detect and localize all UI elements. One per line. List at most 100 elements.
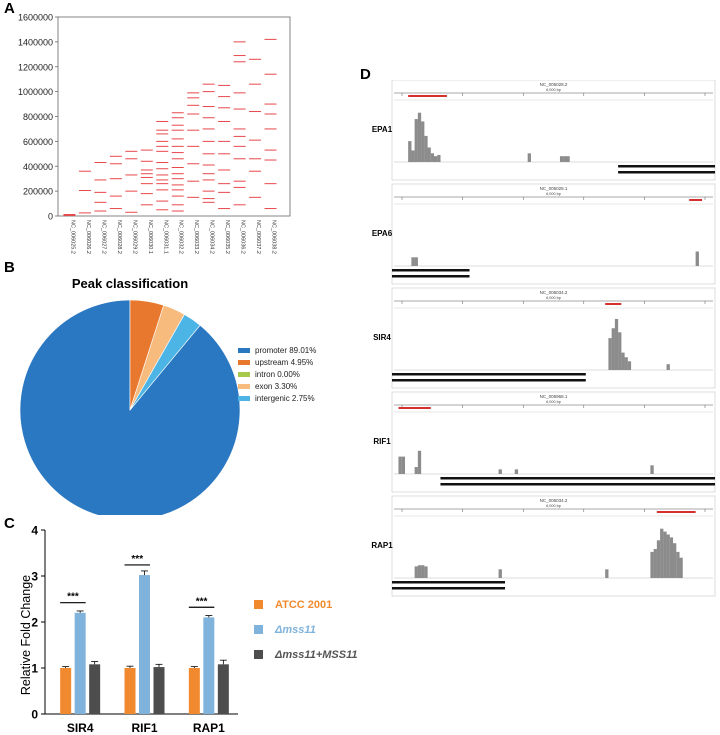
track-scale: 6,000 bp <box>546 88 561 92</box>
bar <box>74 612 86 714</box>
track-frame <box>391 391 716 493</box>
x-tick-label: NC_006032.2 <box>178 220 184 254</box>
x-tick-label: NC_006025.2 <box>69 220 75 254</box>
gene-feature <box>618 171 715 174</box>
coverage-bar <box>614 318 619 370</box>
legend-swatch <box>238 348 250 353</box>
y-tick-label: 800000 <box>23 112 53 122</box>
coverage-bar <box>673 543 677 578</box>
genome-track: NC_006034.26,000 bp RAP1 <box>371 495 716 597</box>
track-accession: NC_006034.2 <box>540 290 568 295</box>
coverage-bar <box>421 121 425 162</box>
bar <box>188 668 200 714</box>
plot-frame <box>57 16 291 217</box>
coverage-bar <box>559 156 564 162</box>
bar <box>89 664 101 714</box>
coverage-bar <box>430 153 435 162</box>
coverage-bar <box>421 565 425 578</box>
gene-feature <box>392 275 470 278</box>
region-marker <box>689 199 703 201</box>
legend-swatch <box>238 360 250 365</box>
track-accession: NC_006034.2 <box>540 498 568 503</box>
y-tick-label: 1600000 <box>18 13 53 23</box>
coverage-bar <box>411 257 415 266</box>
coverage-bar <box>666 534 670 578</box>
x-tick-label: NC_006034.2 <box>209 220 215 254</box>
coverage-bar <box>433 156 438 162</box>
bar <box>153 667 165 714</box>
coverage-bar <box>650 465 654 474</box>
y-tick-label: 1000000 <box>18 87 53 97</box>
gene-feature <box>392 373 586 376</box>
track-gene-name: SIR4 <box>373 333 391 342</box>
legend-swatch <box>238 396 250 401</box>
gene-feature <box>392 581 506 584</box>
significance-stars: *** <box>196 596 208 607</box>
coverage-bar <box>414 257 418 266</box>
coverage-bar <box>605 569 609 578</box>
coverage-bar <box>424 135 428 162</box>
coverage-bar <box>417 450 422 474</box>
legend-swatch <box>254 625 263 634</box>
track-gene-name: EPA1 <box>372 125 393 134</box>
x-tick-label: NC_006031.1 <box>162 220 168 254</box>
coverage-bar <box>695 251 699 266</box>
region-marker <box>398 407 431 409</box>
legend-label: upstream 4.95% <box>255 358 313 367</box>
gene-feature <box>618 165 715 168</box>
coverage-bar <box>669 537 674 578</box>
region-marker <box>408 95 447 97</box>
coverage-bar <box>663 531 667 578</box>
panel-letter-d: D <box>360 66 371 83</box>
x-tick-label: NC_006027.2 <box>100 220 106 254</box>
coverage-bar <box>417 565 422 578</box>
coverage-bar <box>437 155 441 162</box>
track-gene-name: EPA6 <box>372 229 393 238</box>
pie-slice <box>129 314 201 411</box>
region-marker <box>605 303 622 305</box>
gene-feature <box>440 477 715 480</box>
track-accession: NC_006028.1 <box>540 186 568 191</box>
gene-feature <box>440 483 715 486</box>
bar <box>60 668 72 714</box>
legend-label: Δmss11+MSS11 <box>274 649 358 661</box>
x-tick-label: NC_006035.2 <box>224 220 230 254</box>
pie-title: Peak classification <box>72 276 188 291</box>
category-label: RAP1 <box>193 721 225 735</box>
track-accession: NC_005968.1 <box>540 394 568 399</box>
coverage-bar <box>611 328 615 370</box>
bar <box>124 668 136 714</box>
coverage-bar <box>608 338 612 370</box>
x-tick-label: NC_006033.2 <box>193 220 199 254</box>
fold-change-bar-chart: Relative Fold Change 0 1 2 3 4 *** SIR4 *** RIF… <box>19 524 358 735</box>
coverage-bar <box>424 566 428 578</box>
y-tick-label: 1200000 <box>18 62 53 72</box>
genome-track: NC_005968.16,000 bp RIF1 <box>373 391 716 493</box>
bar <box>139 575 150 714</box>
panel-letter-c: C <box>4 515 15 532</box>
coverage-bar <box>414 467 418 474</box>
track-frame <box>391 287 716 389</box>
panel-letter-a: A <box>4 0 15 17</box>
genome-browser-tracks: NC_006028.26,000 bp EPA1 NC_006028.16,000 … <box>371 80 716 597</box>
coverage-bar <box>653 549 657 578</box>
coverage-bar <box>627 361 632 370</box>
y-axis-label: Relative Fold Change <box>19 575 33 695</box>
track-accession: NC_006028.2 <box>540 82 568 87</box>
genome-track: NC_006034.26,000 bp SIR4 <box>373 287 716 389</box>
genome-track: NC_006028.16,000 bp EPA6 <box>372 183 716 285</box>
coverage-bar <box>676 551 680 578</box>
coverage-bar <box>498 569 502 578</box>
coverage-bar <box>650 551 654 578</box>
panel-letter-b: B <box>4 259 15 276</box>
x-tick-label: NC_006036.2 <box>240 220 246 254</box>
coverage-bar <box>408 141 412 162</box>
coverage-bar <box>417 112 422 162</box>
category-label: RIF1 <box>131 721 157 735</box>
peak-position-chart: 0 200000 400000 600000 800000 1000000 1200000 1… <box>18 13 291 254</box>
y-tick-label: 2 <box>31 616 38 630</box>
legend-label: intergenic 2.75% <box>255 394 315 403</box>
coverage-bar <box>514 469 519 474</box>
legend-label: promoter 89.01% <box>255 346 316 355</box>
x-tick-label: NC_006029.2 <box>131 220 137 254</box>
